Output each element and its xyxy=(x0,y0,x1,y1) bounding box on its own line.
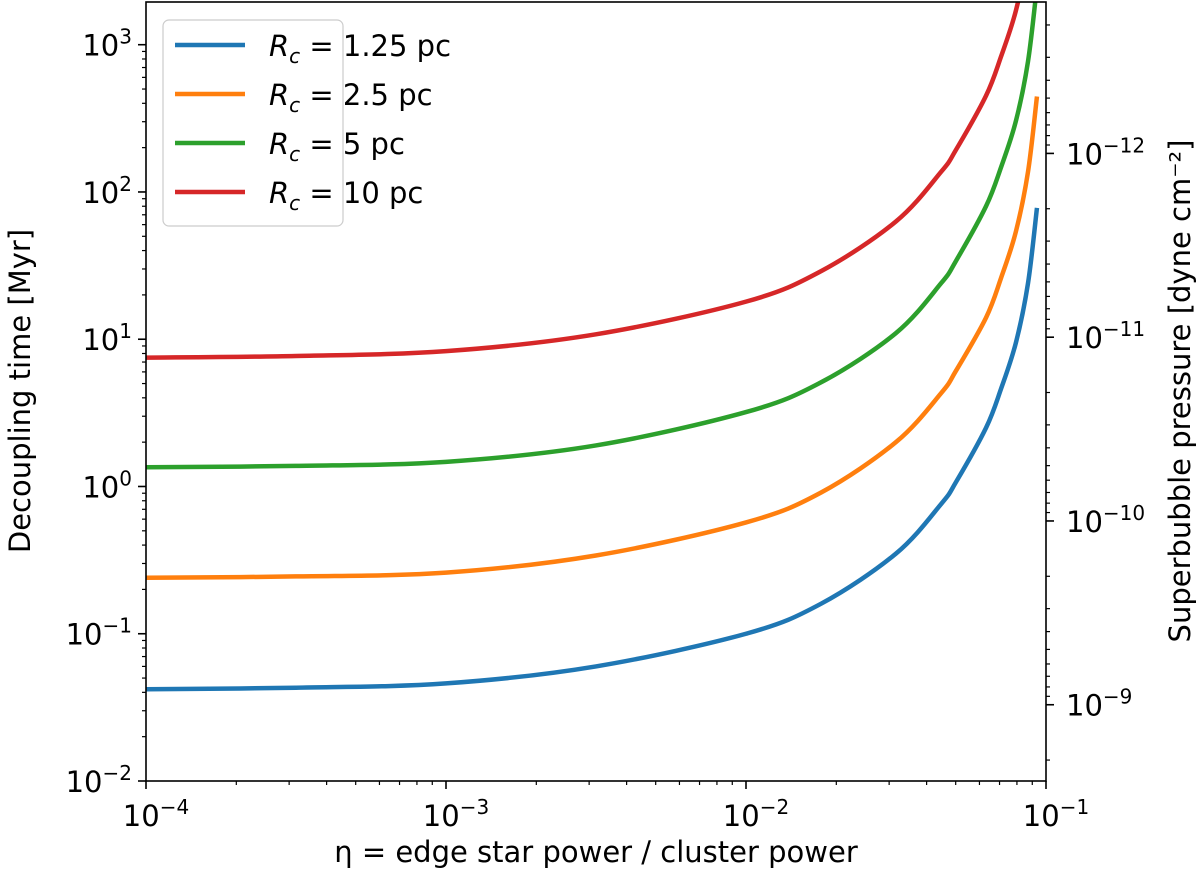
y-right-tick-label: 10−10 xyxy=(1066,501,1145,539)
x-axis-label: η = edge star power / cluster power xyxy=(334,835,858,869)
x-tick-label: 10−1 xyxy=(1023,795,1089,833)
series-line-1 xyxy=(146,96,1040,581)
plot-frame xyxy=(145,1,1047,782)
series-line-0 xyxy=(146,207,1040,692)
legend-label: Rc = 1.25 pc xyxy=(269,29,451,68)
y-right-tick-label: 10−9 xyxy=(1066,685,1132,723)
y-tick-label: 10−1 xyxy=(66,614,132,652)
x-tick-label: 10−4 xyxy=(123,795,189,833)
x-tick-label: 10−2 xyxy=(723,795,789,833)
legend-label: Rc = 10 pc xyxy=(269,176,423,215)
legend-label: Rc = 5 pc xyxy=(269,127,405,166)
y-right-tick-label: 10−11 xyxy=(1066,317,1145,355)
y-tick-label: 103 xyxy=(82,25,132,63)
legend-label: Rc = 2.5 pc xyxy=(269,78,433,117)
y-tick-label: 100 xyxy=(82,466,132,504)
axis-ticks: 10−4 10−3 10−2 10−1 10−2 10−1 100 101 102 103 10−1… xyxy=(66,24,1145,833)
y-axis-label: Decoupling time [Myr] xyxy=(3,229,37,553)
series-lines xyxy=(146,2,1040,692)
y-tick-label: 102 xyxy=(82,172,132,210)
legend-box xyxy=(162,19,344,227)
y-axis-right-label: Superbubble pressure [dyne cm⁻²] xyxy=(1163,140,1197,643)
y-right-tick-label: 10−12 xyxy=(1066,133,1145,171)
series-line-3 xyxy=(146,2,1021,360)
x-tick-label: 10−3 xyxy=(423,795,489,833)
y-tick-label: 10−2 xyxy=(66,761,132,799)
series-line-2 xyxy=(146,2,1038,470)
y-tick-label: 101 xyxy=(82,319,132,357)
legend: Rc = 1.25 pc Rc = 2.5 pc Rc = 5 pc Rc = 10 … xyxy=(162,19,451,227)
